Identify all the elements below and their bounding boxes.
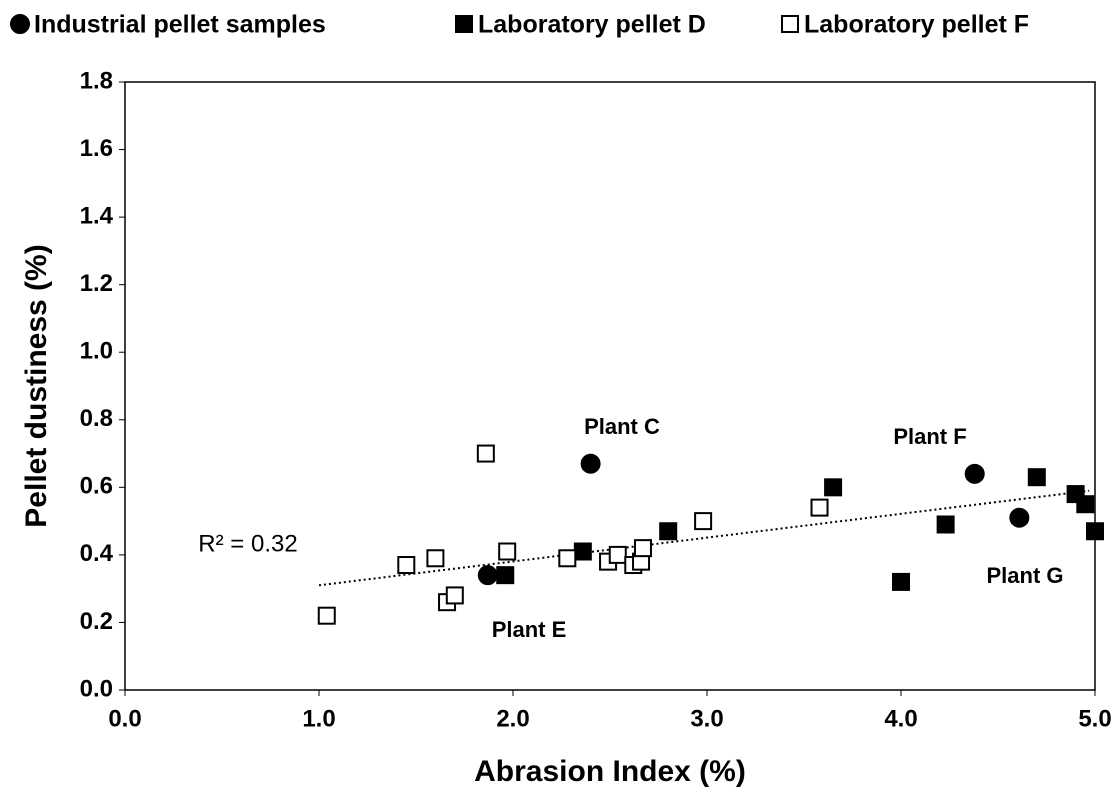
legend-marker <box>455 15 473 33</box>
point <box>317 606 336 625</box>
y-tick-label: 0.6 <box>80 473 113 500</box>
annotation: Plant E <box>492 617 567 642</box>
point <box>1076 495 1095 514</box>
point <box>694 512 713 531</box>
x-tick-label: 4.0 <box>884 705 917 732</box>
y-tick-label: 1.2 <box>80 270 113 297</box>
plot-frame <box>124 81 1096 691</box>
point <box>445 586 464 605</box>
point <box>1086 522 1104 541</box>
point <box>426 549 445 568</box>
annotation: Plant G <box>986 563 1063 588</box>
x-tick-label: 3.0 <box>690 705 723 732</box>
point <box>573 542 592 561</box>
x-tick-label: 2.0 <box>496 705 529 732</box>
point <box>1027 468 1046 487</box>
legend-label: Laboratory pellet F <box>804 11 1029 39</box>
point <box>964 463 985 484</box>
y-axis-label: Pellet dustiness (%) <box>20 244 53 527</box>
y-tick-label: 1.8 <box>80 67 113 94</box>
point <box>496 566 515 585</box>
y-tick-label: 1.4 <box>80 202 114 229</box>
y-tick-label: 0.2 <box>80 608 113 635</box>
point <box>477 565 498 586</box>
point <box>608 545 627 564</box>
annotation: Plant F <box>893 424 966 449</box>
y-tick-label: 0.0 <box>80 675 113 702</box>
point <box>397 556 416 575</box>
y-tick-label: 0.4 <box>80 540 114 567</box>
annotation: R² = 0.32 <box>198 530 297 557</box>
x-axis-label: Abrasion Index (%) <box>474 755 746 788</box>
point <box>1009 507 1030 528</box>
point <box>824 478 843 497</box>
point <box>810 498 829 517</box>
legend-label: Laboratory pellet D <box>478 11 706 39</box>
y-tick-label: 1.0 <box>80 338 113 365</box>
point <box>892 572 910 591</box>
point <box>580 453 601 474</box>
x-tick-label: 5.0 <box>1078 705 1111 732</box>
point <box>476 444 495 463</box>
legend-marker <box>781 15 799 33</box>
x-tick-label: 1.0 <box>302 705 335 732</box>
y-tick-label: 1.6 <box>80 135 113 162</box>
point <box>498 542 517 561</box>
trendline <box>318 489 1090 587</box>
legend-label: Industrial pellet samples <box>34 11 326 39</box>
x-tick-label: 0.0 <box>108 705 141 732</box>
point <box>936 515 955 534</box>
annotation: Plant C <box>584 414 660 439</box>
legend-marker <box>10 14 30 34</box>
point <box>558 549 577 568</box>
point <box>633 539 652 558</box>
point <box>659 522 678 541</box>
y-tick-label: 0.8 <box>80 405 113 432</box>
